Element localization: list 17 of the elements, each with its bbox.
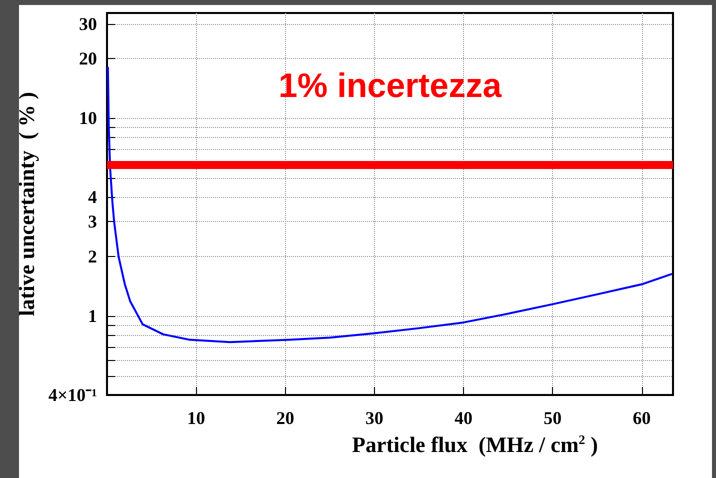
- y-tick-label: 10: [79, 108, 97, 128]
- line-series: [106, 66, 672, 344]
- y-tick-label: 20: [79, 48, 97, 69]
- x-tick-label: 60: [632, 408, 651, 428]
- y-tick-label: 4: [88, 187, 97, 208]
- y-tick-label: 3: [88, 212, 97, 232]
- y-tick-label: 4×10⁻¹: [48, 385, 97, 405]
- y-tick-label: 1: [88, 306, 97, 326]
- y-axis-title: lative uncertainty ( % ): [14, 92, 39, 316]
- y-tick-label: 30: [79, 14, 97, 34]
- x-tick-label: 50: [544, 408, 562, 428]
- y-tick-label: 2: [88, 246, 97, 267]
- x-tick-label: 10: [187, 408, 206, 428]
- ref-line-label: 1% incertezza: [278, 67, 503, 106]
- x-tick-label: 40: [454, 408, 473, 428]
- x-tick-label: 20: [276, 408, 294, 428]
- x-tick-label: 30: [365, 408, 384, 428]
